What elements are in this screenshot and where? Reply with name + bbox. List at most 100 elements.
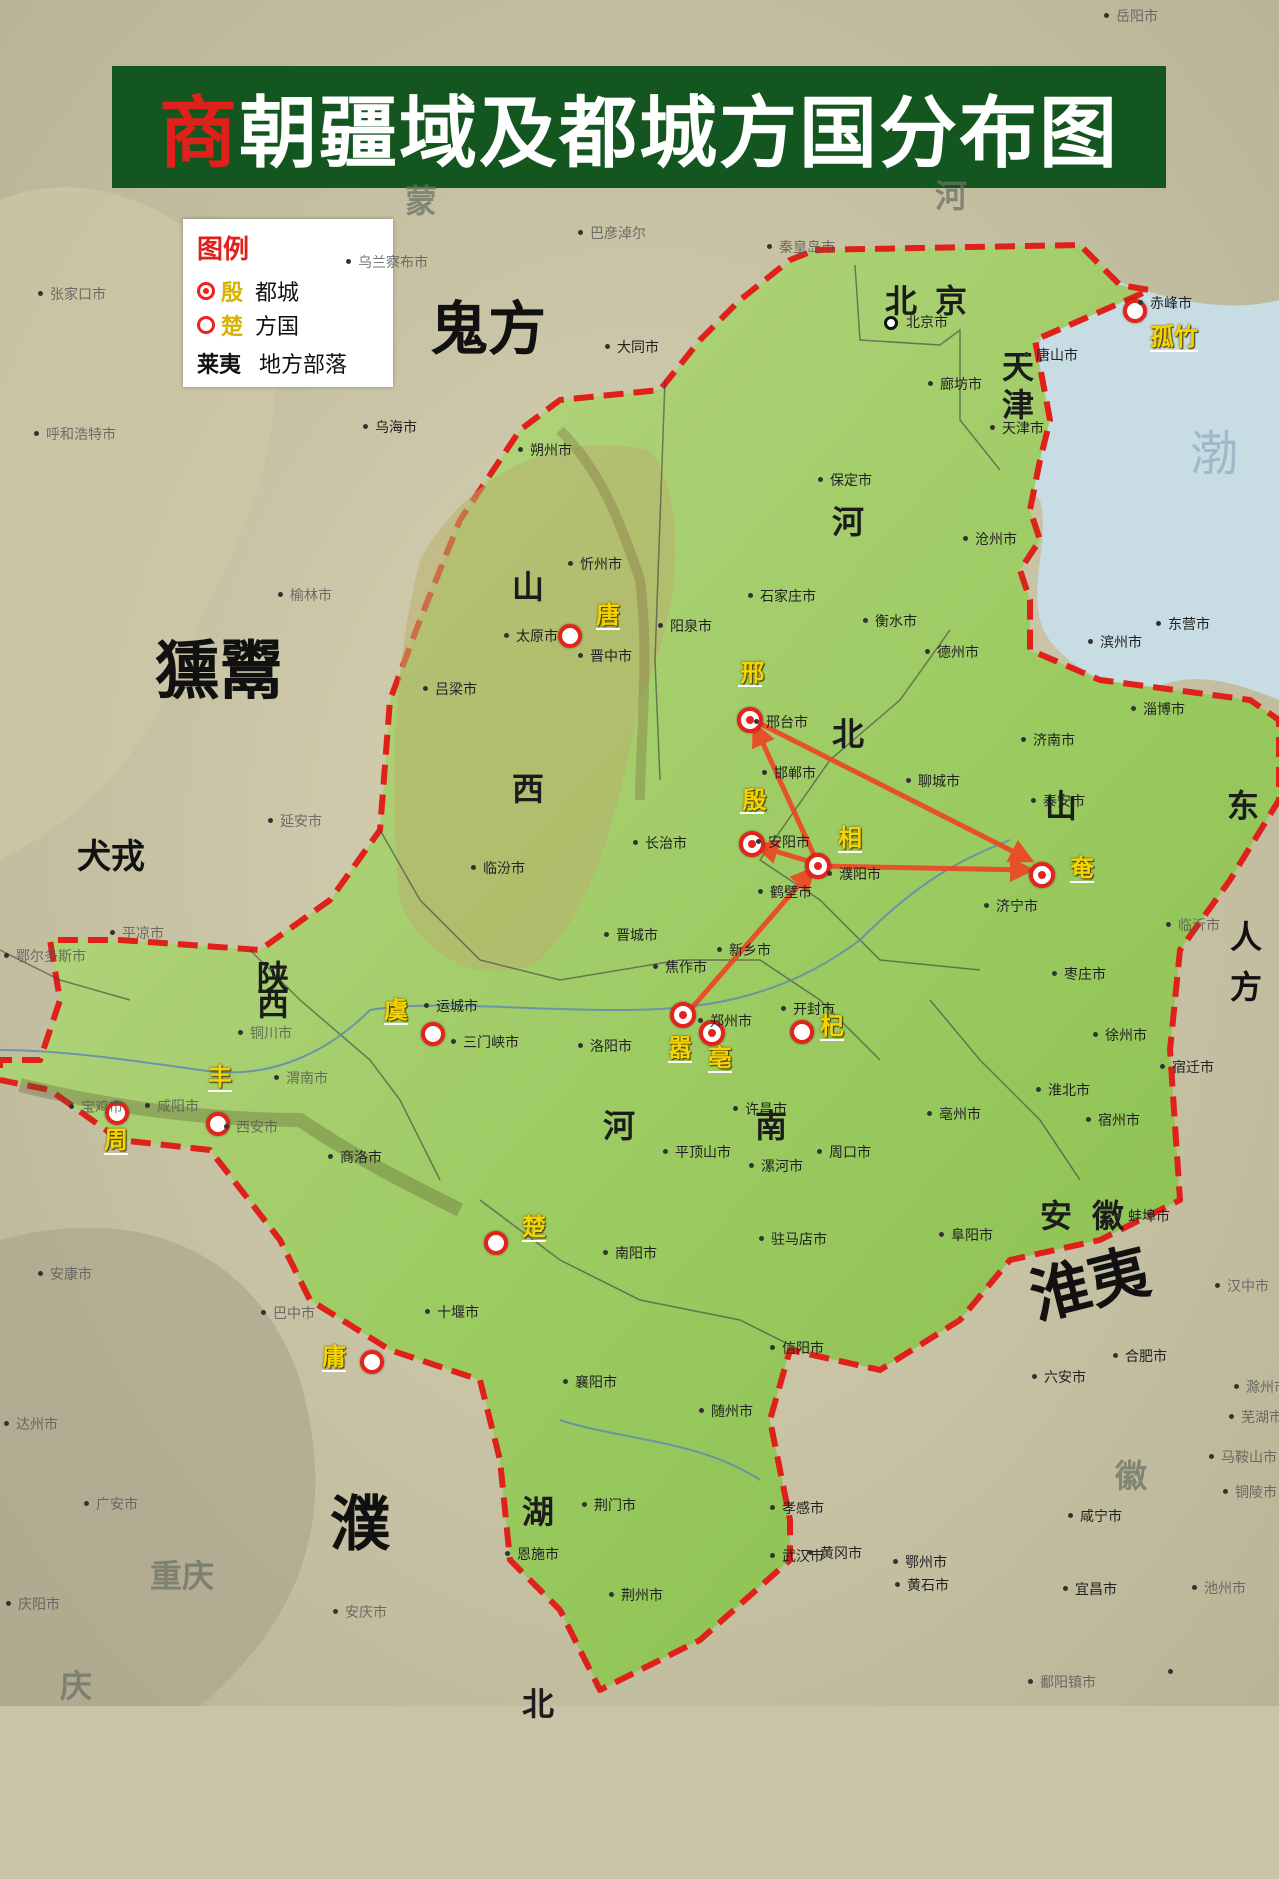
city-dot xyxy=(1104,13,1109,18)
city-label: 聊城市 xyxy=(918,774,960,790)
city-dot xyxy=(1036,1087,1041,1092)
legend-state-label: 方国 xyxy=(255,315,300,340)
qinling-ridge xyxy=(18,1078,464,1217)
tribe-label: 犬戎 xyxy=(77,837,145,877)
city-dot xyxy=(756,839,761,844)
city-label: 徐州市 xyxy=(1105,1028,1147,1044)
city-label: 朔州市 xyxy=(530,443,572,459)
route-xiang-to-xing xyxy=(751,721,821,866)
title-rest: 朝疆域及都城方国分布图 xyxy=(239,89,1120,179)
capital-marker-icon xyxy=(197,282,215,300)
city-dot xyxy=(505,1551,510,1556)
city-label: 鄂州市 xyxy=(905,1555,947,1571)
city-dot xyxy=(84,1501,89,1506)
city-dot xyxy=(1031,798,1036,803)
city-dot xyxy=(346,259,351,264)
tribe-label: 鬼方 xyxy=(430,295,547,363)
city-label: 赤峰市 xyxy=(1150,296,1192,312)
city-dot xyxy=(781,1006,786,1011)
city-dot xyxy=(578,653,583,658)
capital-routes xyxy=(681,718,1035,1020)
city-label: 东营市 xyxy=(1168,617,1210,633)
city-dot xyxy=(423,686,428,691)
city-dot xyxy=(578,230,583,235)
city-dot xyxy=(1168,1669,1173,1674)
state-label: 杞 xyxy=(820,1012,844,1041)
city-label: 达州市 xyxy=(16,1417,58,1433)
state-marker xyxy=(421,1022,445,1046)
city-dot xyxy=(274,1075,279,1080)
city-dot xyxy=(893,1559,898,1564)
capital-label: 嚣 xyxy=(668,1034,692,1063)
city-dot xyxy=(928,381,933,386)
city-dot xyxy=(333,1609,338,1614)
city-dot xyxy=(504,633,509,638)
city-label: 鹤壁市 xyxy=(770,885,812,901)
city-label: 呼和浩特市 xyxy=(46,427,116,443)
city-dot xyxy=(939,1232,944,1237)
city-dot xyxy=(827,871,832,876)
city-label: 秦皇岛市 xyxy=(779,240,835,256)
capital-marker xyxy=(670,1002,696,1028)
city-dot xyxy=(518,447,523,452)
city-label: 临汾市 xyxy=(483,861,525,877)
city-dot xyxy=(1088,639,1093,644)
city-label: 咸阳市 xyxy=(157,1099,199,1115)
city-dot xyxy=(603,1250,608,1255)
city-dot xyxy=(990,425,995,430)
capital-label: 相 xyxy=(838,824,862,853)
state-label: 楚 xyxy=(522,1213,546,1242)
city-dot xyxy=(963,536,968,541)
state-marker xyxy=(484,1231,508,1255)
city-label: 晋城市 xyxy=(616,928,658,944)
city-label: 枣庄市 xyxy=(1064,967,1106,983)
legend-capital: 殷都城 xyxy=(197,275,299,307)
capital-marker xyxy=(1029,862,1055,888)
city-dot xyxy=(1166,922,1171,927)
province-label: 庆 xyxy=(60,1667,93,1705)
city-label: 安阳市 xyxy=(768,835,810,851)
city-dot xyxy=(261,1310,266,1315)
city-label: 济南市 xyxy=(1033,733,1075,749)
city-dot xyxy=(1209,1454,1214,1459)
city-dot xyxy=(1131,706,1136,711)
city-label: 庆阳市 xyxy=(18,1597,60,1613)
city-label: 蚌埠市 xyxy=(1128,1209,1170,1225)
city-label: 焦作市 xyxy=(665,960,707,976)
city-label: 十堰市 xyxy=(437,1305,479,1321)
city-label: 北京市 xyxy=(906,315,948,331)
city-dot xyxy=(4,953,9,958)
city-dot xyxy=(1024,352,1029,357)
city-dot xyxy=(605,344,610,349)
city-label: 衡水市 xyxy=(875,614,917,630)
city-label: 随州市 xyxy=(711,1404,753,1420)
capital-marker xyxy=(805,853,831,879)
city-label: 许昌市 xyxy=(745,1102,787,1118)
state-label: 周 xyxy=(104,1126,128,1155)
city-dot xyxy=(663,1149,668,1154)
city-label: 漯河市 xyxy=(761,1159,803,1175)
city-label: 平顶山市 xyxy=(675,1145,731,1161)
city-dot xyxy=(770,1505,775,1510)
province-label: 陕西 xyxy=(252,960,290,1014)
city-label: 周口市 xyxy=(829,1145,871,1161)
city-label: 泰安市 xyxy=(1043,794,1085,810)
city-dot xyxy=(749,1163,754,1168)
city-dot xyxy=(424,1003,429,1008)
city-dot xyxy=(818,477,823,482)
city-label: 襄阳市 xyxy=(575,1375,617,1391)
city-dot xyxy=(1086,1117,1091,1122)
city-label: 廊坊市 xyxy=(940,377,982,393)
city-dot xyxy=(1068,1513,1073,1518)
city-dot xyxy=(1138,300,1143,305)
city-dot xyxy=(1028,1679,1033,1684)
city-label: 孝感市 xyxy=(782,1501,824,1517)
capital-label: 亳 xyxy=(708,1044,732,1073)
province-label: 重庆 xyxy=(150,1557,215,1595)
city-label: 武汉市 xyxy=(782,1549,824,1565)
city-label: 南阳市 xyxy=(615,1246,657,1262)
city-label: 六安市 xyxy=(1044,1370,1086,1386)
capital-label: 邢 xyxy=(736,660,764,687)
city-dot xyxy=(1113,1353,1118,1358)
city-label: 阳泉市 xyxy=(670,619,712,635)
